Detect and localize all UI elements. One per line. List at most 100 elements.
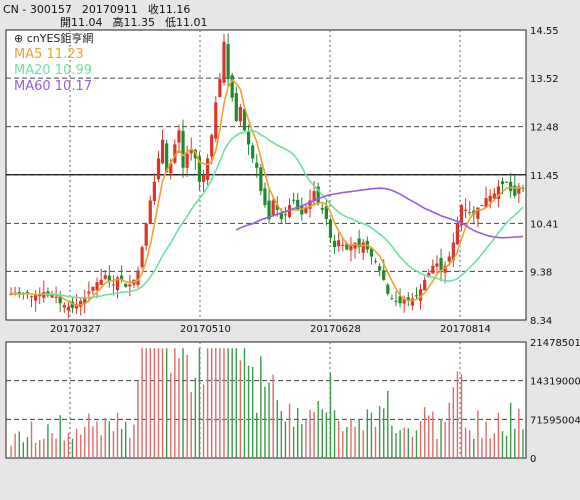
candle-body: [394, 300, 398, 302]
candle-body: [464, 209, 468, 211]
candle-body: [373, 261, 378, 263]
brand-logo: ⊕ cnYES鉅亨網: [14, 31, 93, 45]
candle-body: [255, 162, 259, 168]
candle-body: [210, 135, 214, 157]
candle-body: [468, 212, 472, 214]
candle-body: [140, 247, 144, 268]
candle-body: [414, 295, 419, 297]
candle-body: [300, 205, 304, 215]
candle-body: [328, 219, 333, 238]
ma60-legend: MA60 10.17: [14, 79, 92, 94]
candle-body: [320, 208, 324, 210]
candle-body: [99, 279, 103, 285]
quote-header: CN - 300157 20170911 收11.16 開11.04 高11.35 低1…: [3, 1, 563, 29]
candle-body: [382, 270, 386, 280]
candle-body: [160, 139, 165, 164]
candle-body: [222, 41, 226, 83]
candle-body: [83, 298, 87, 304]
candle-body: [42, 291, 46, 298]
candle-body: [431, 265, 435, 274]
candle-body: [29, 296, 34, 298]
candle-body: [103, 275, 107, 279]
candle-body: [361, 242, 365, 253]
price-tick-label: 11.45: [530, 171, 559, 182]
candle-body: [308, 200, 312, 209]
candle-body: [341, 244, 345, 246]
volume-tick-label: 143190008: [530, 377, 580, 388]
candle-body: [378, 266, 382, 271]
candle-body: [439, 258, 443, 271]
open-label: 開11.04: [60, 16, 103, 29]
candle-body: [410, 298, 414, 306]
price-tick-label: 9.38: [530, 267, 552, 278]
candle-body: [406, 297, 410, 301]
candle-body: [349, 244, 353, 251]
date-label: 20170911: [81, 3, 138, 16]
candle-body: [476, 207, 480, 219]
candle-body: [259, 167, 263, 192]
candle-body: [369, 248, 374, 257]
close-label: 收11.16: [147, 3, 191, 16]
candle-body: [9, 293, 13, 295]
candle-body: [484, 198, 488, 208]
candle-body: [189, 149, 193, 154]
candle-body: [218, 79, 222, 98]
ma60-line: [235, 187, 524, 239]
candle-body: [54, 296, 58, 298]
high-label: 高11.35: [112, 16, 156, 29]
candle-body: [197, 156, 202, 182]
volume-tick-label: 71595004: [530, 415, 580, 426]
candle-body: [62, 305, 66, 308]
candle-body: [312, 191, 316, 202]
candle-body: [443, 265, 447, 273]
candle-body: [283, 214, 288, 216]
candle-body: [316, 186, 320, 203]
date-tick-label: 20170628: [310, 324, 361, 335]
candle-body: [292, 199, 296, 201]
candle-body: [345, 243, 349, 250]
candle-body: [504, 181, 509, 183]
date-tick-label: 20170327: [50, 324, 101, 335]
candle-body: [263, 188, 267, 206]
candle-body: [34, 295, 38, 301]
candle-body: [332, 240, 337, 248]
candle-body: [271, 200, 275, 216]
candle-body: [337, 240, 341, 247]
candle-body: [492, 193, 496, 199]
candle-body: [267, 200, 271, 220]
candle-body: [275, 204, 279, 210]
candle-body: [279, 212, 283, 220]
candle-body: [50, 294, 54, 298]
candle-body: [480, 205, 484, 207]
candle-body: [152, 181, 156, 202]
candle-body: [513, 185, 517, 196]
candle-body: [435, 263, 439, 267]
candle-body: [124, 283, 128, 287]
candle-body: [304, 207, 308, 214]
candle-body: [427, 272, 431, 278]
candle-body: [496, 186, 500, 199]
candle-body: [128, 284, 132, 287]
candle-body: [107, 275, 111, 281]
candle-body: [91, 286, 95, 291]
candle-body: [214, 102, 218, 139]
candle-body: [136, 270, 140, 285]
candle-body: [66, 306, 70, 311]
candle-body: [455, 223, 460, 245]
candle-body: [156, 158, 161, 180]
candle-body: [58, 295, 62, 304]
ma5-legend: MA5 11.23: [14, 47, 84, 62]
candle-body: [234, 93, 238, 122]
candle-body: [324, 206, 328, 220]
candle-body: [206, 158, 210, 180]
candle-body: [115, 277, 120, 291]
candle-body: [87, 291, 91, 294]
candle-body: [25, 291, 30, 293]
candle-body: [74, 304, 79, 309]
price-tick-label: 12.48: [530, 123, 559, 134]
price-tick-label: 14.55: [530, 26, 559, 37]
price-tick-label: 10.41: [530, 219, 559, 230]
volume-tick-label: 214785012: [530, 338, 580, 349]
candle-body: [509, 181, 513, 192]
